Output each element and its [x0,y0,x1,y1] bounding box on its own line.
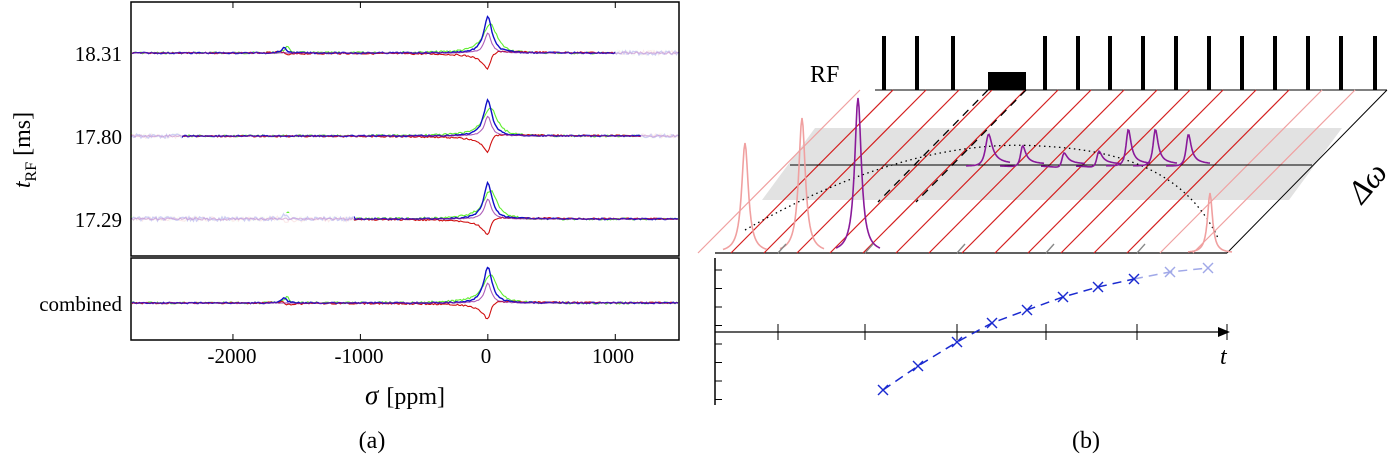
spectral-peak-2 [779,117,825,250]
rf-label: RF [810,62,839,88]
faded-right-row1 [615,47,678,59]
right-depth-edge [1226,89,1388,254]
gray-tick-4 [1045,243,1055,254]
delta-omega-label: Δω [1338,155,1393,211]
diagonal-9 [961,89,1125,254]
gray-tick-2 [864,243,874,254]
diagonal-6 [862,89,1026,254]
spectrum-line-row2-series1 [131,107,679,141]
spectrum-line-row4-series3 [131,266,679,305]
x-tick-label-0: 0 [481,344,492,368]
diagonal-7 [895,89,1059,254]
time-axis-ticks [777,324,1228,340]
y-axis-label: tRF [ms] [10,112,40,188]
x-marker-2-b [912,360,924,372]
combined-label: combined [39,292,122,316]
x-axis-symbol: σ [365,380,380,410]
x-marker-5-b [1021,304,1033,316]
spectral-peak-1 [722,142,768,251]
diagonal-14 [1126,89,1290,254]
phase-curve [877,262,1214,396]
spectral-peak-6 [1041,151,1086,168]
x-marker-6-b [1057,291,1069,303]
spectrum-line-row2-series4 [132,115,679,138]
diagonal-5 [829,89,993,254]
diagonal-15 [1159,89,1323,254]
panel-a: tRF [ms] 18.31 17.80 17.29 combined -2000… [10,1,680,454]
x-marker-10-b [1202,262,1214,274]
panel-b: RF Δω t (b) [697,36,1394,454]
dotted-arc [744,144,1219,239]
curve-line [882,278,1135,391]
spectral-peak-3 [835,97,881,249]
x-marker-3-b [951,336,963,348]
faded-right-row2 [640,130,678,142]
x-tick-label-minus-2000: -2000 [208,344,257,368]
caption-a: (a) [359,428,386,454]
diagonal-8 [928,89,1092,254]
rf-pulses [882,36,1377,90]
x-tick-label-minus-1000: -1000 [335,344,384,368]
pulse-diagonals [697,89,1356,254]
x-marker-8-b [1128,273,1140,285]
gray-tick-5 [1136,243,1146,254]
gray-tick-3 [956,243,966,254]
x-marker-4-b [986,317,998,329]
upper-plot-frame [130,1,680,257]
shaded-plane [762,128,1342,200]
spectrum-line-row4-series1 [131,274,679,305]
spectral-peak-7 [1075,149,1120,168]
diagonal-11 [1027,89,1191,254]
diagonal-4 [796,89,960,254]
diagonal-3 [763,89,927,254]
x-ticks [232,2,616,340]
caption-b: (b) [1072,428,1100,454]
diagonal-1 [697,89,861,254]
spectral-peak-10 [1166,134,1211,167]
x-marker-7-b [1092,281,1104,293]
diagonal-13 [1093,89,1257,254]
y-axis-subscript: RF [23,162,40,182]
lower-y-ticks [715,269,722,400]
diagonal-2 [730,89,894,254]
x-tick-label-1000: 1000 [592,344,634,368]
x-axis-label: σ [ppm] [365,380,445,410]
spectrum-line-row1-series4 [131,32,679,55]
row-label-18-31: 18.31 [75,42,122,66]
bottom-edge-ticks [777,243,1146,254]
time-axis-arrow [1218,327,1230,337]
gray-tick-1 [777,243,787,254]
svg-text:tRF[ms]: tRF [ms] [10,112,40,188]
spectral-peaks [722,97,1233,253]
row-label-17-80: 17.80 [75,125,122,149]
faded-left-row2 [132,130,182,142]
shaped-pulse [988,72,1026,90]
spectral-peak-11 [1187,192,1233,253]
y-axis-symbol: t [10,180,36,188]
spectral-peak-4 [966,133,1011,167]
spectrum-line-row1-series3 [131,15,679,57]
spectrum-line-row1-series1 [131,22,679,57]
spectral-peak-5 [1000,144,1045,168]
row-label-17-29: 17.29 [75,208,122,232]
spectrum-line-row2-series3 [131,98,679,140]
dashed-guide-1 [877,89,989,203]
combined-plot-frame [130,257,680,341]
y-axis-unit: [ms] [10,112,36,156]
spectral-peak-9 [1133,128,1178,167]
spectrum-line-row4-series4 [132,282,679,304]
diagonal-12 [1060,89,1224,254]
diagonal-16 [1192,89,1356,254]
dashed-guide-2 [915,89,1027,203]
x-marker-9-b [1164,266,1176,278]
spectra-traces [131,15,679,320]
x-marker-1-b [877,384,889,396]
x-axis-unit: [ppm] [386,384,445,410]
time-label: t [1220,344,1228,370]
diagonal-10 [994,89,1158,254]
spectral-peak-8 [1106,128,1151,167]
faded-left-row3 [132,213,355,225]
